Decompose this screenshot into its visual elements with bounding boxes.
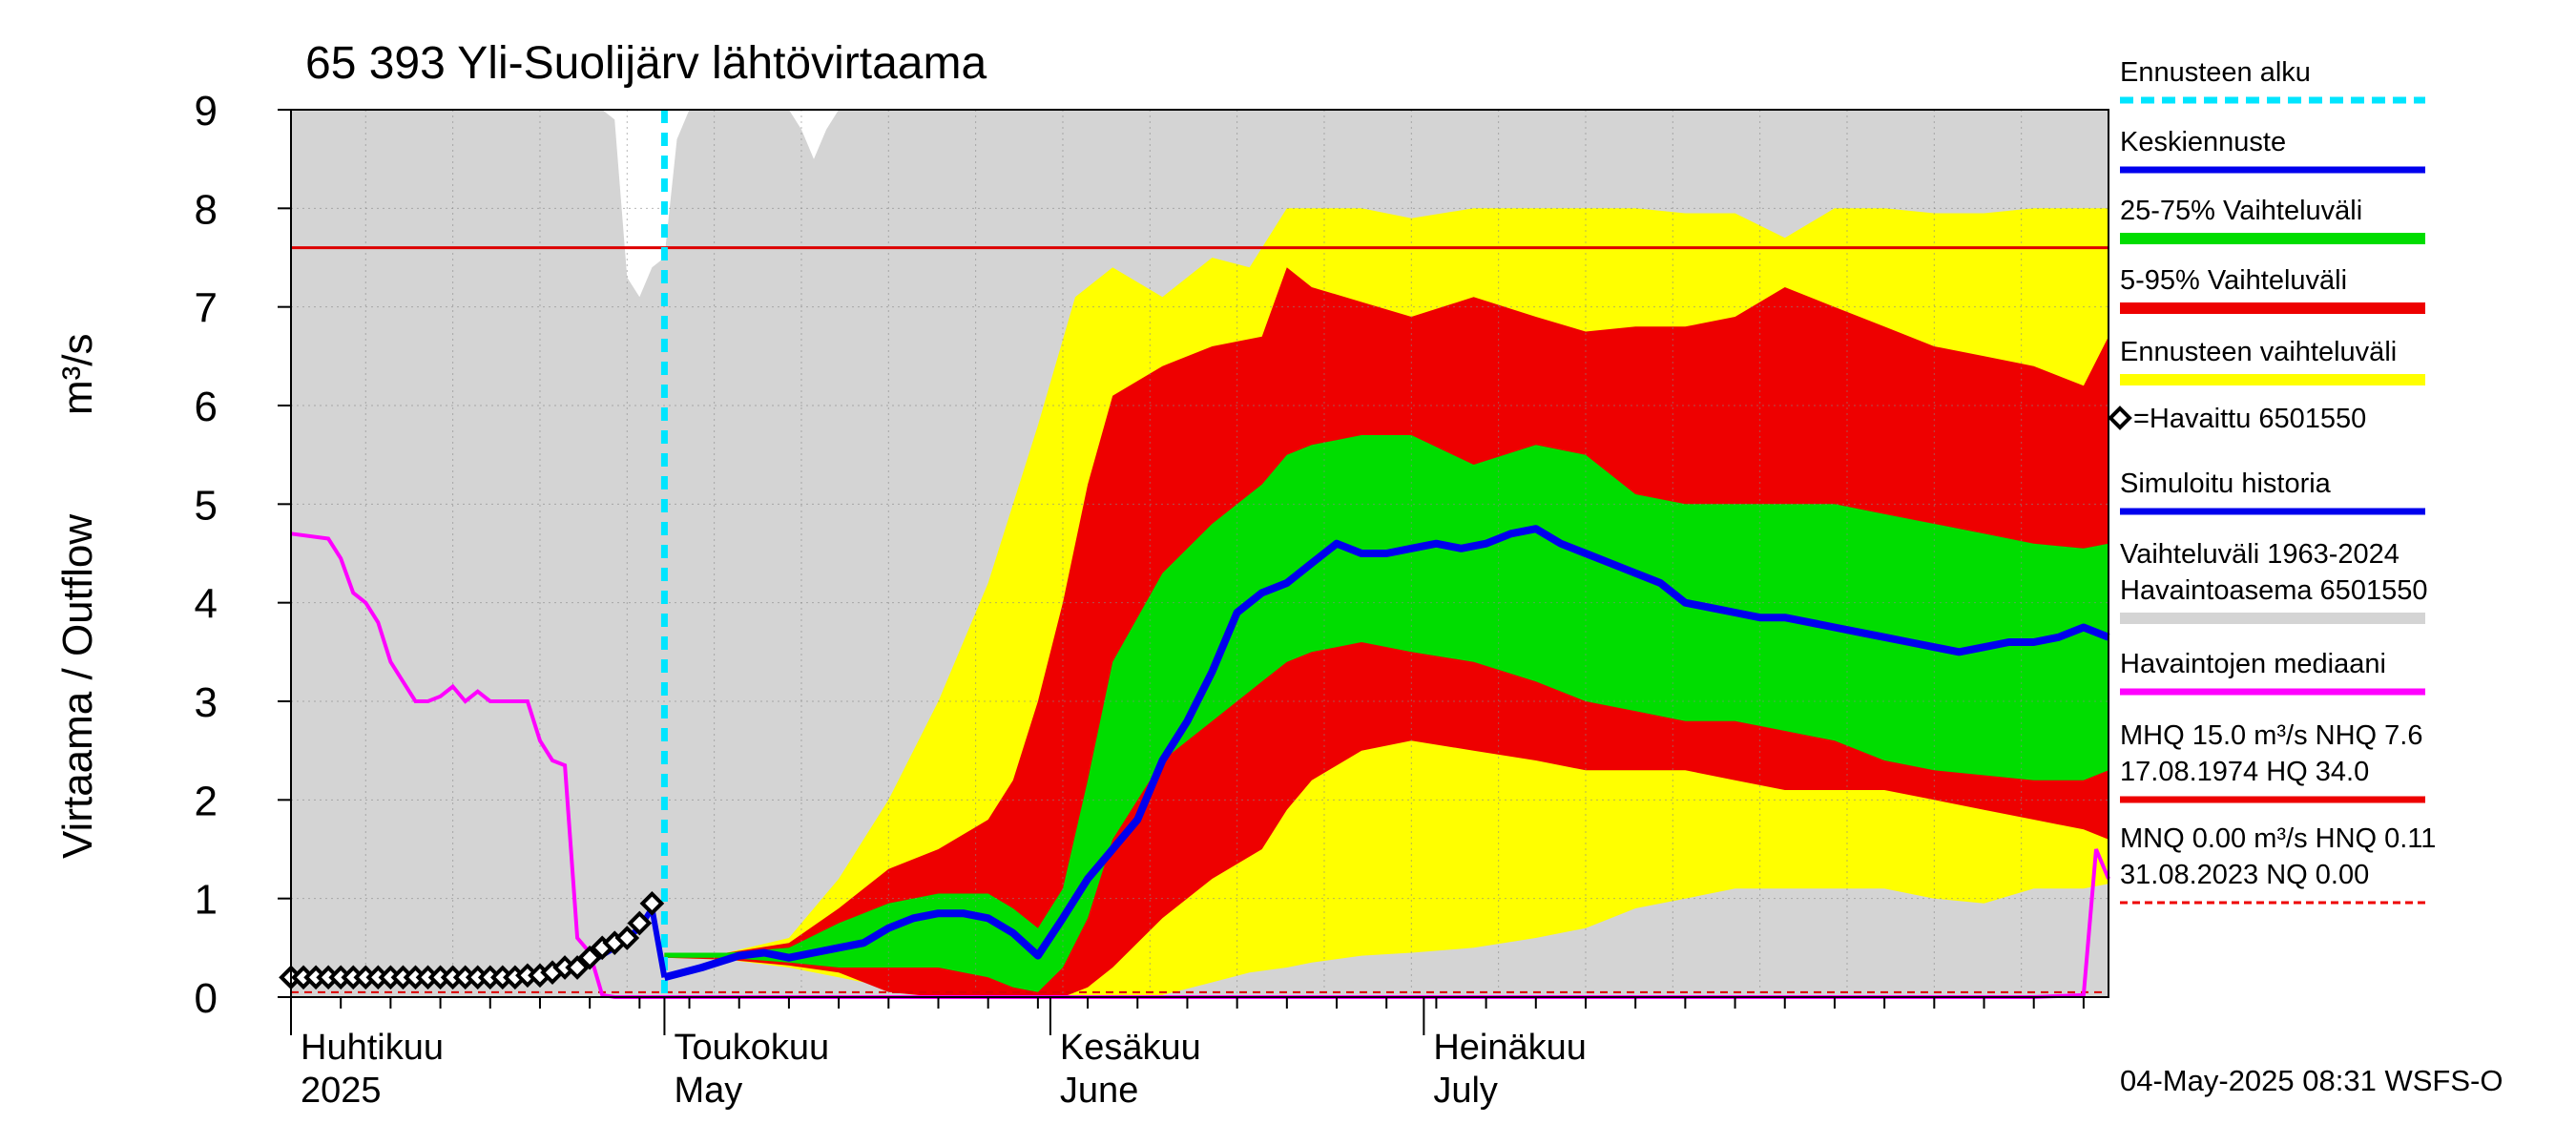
legend-swatch [2108,406,2132,430]
legend-label-2: Havaintoasema 6501550 [2120,575,2427,606]
y-tick-label: 1 [195,877,218,924]
x-month-label: Heinäkuu [1433,1028,1587,1068]
y-tick-label: 5 [195,482,218,529]
legend-label: Ennusteen alku [2120,57,2311,88]
footer-timestamp: 04-May-2025 08:31 WSFS-O [2120,1064,2503,1097]
legend-label: MNQ 0.00 m³/s HNQ 0.11 [2120,823,2436,854]
legend-label: 5-95% Vaihteluväli [2120,265,2347,296]
x-month-sublabel: July [1433,1071,1498,1111]
mean-forecast-line [663,525,2110,982]
plot-area [279,110,2110,999]
y-tick-label: 9 [195,88,218,135]
legend: Ennusteen alku Keskiennuste 25-75% Vaihtel… [2108,57,2436,905]
y-tick-label: 0 [195,975,218,1022]
legend-label: =Havaittu 6501550 [2133,404,2366,434]
x-month-label: Toukokuu [674,1028,829,1068]
y-axis-label: Virtaama / Outflow m³/s [54,333,101,859]
legend-label-2: 31.08.2023 NQ 0.00 [2120,860,2369,890]
x-month-sublabel: June [1060,1071,1138,1111]
legend-label: Simuloitu historia [2120,468,2332,499]
legend-label-2: 17.08.1974 HQ 34.0 [2120,757,2369,787]
y-tick-label: 3 [195,679,218,726]
y-axis-unit: m³/s [54,333,101,415]
legend-label: Vaihteluväli 1963-2024 [2120,539,2399,570]
legend-label: MHQ 15.0 m³/s NHQ 7.6 [2120,720,2422,751]
chart-title: 65 393 Yli-Suolijärv lähtövirtaama [305,38,987,89]
observed-point [565,955,590,980]
y-tick-label: 7 [195,285,218,332]
y-tick-label: 8 [195,186,218,233]
y-axis-title: Virtaama / Outflow [54,514,101,859]
observed-point [639,891,665,916]
x-month-label: Kesäkuu [1060,1028,1201,1068]
legend-label: Keskiennuste [2120,127,2286,157]
x-month-sublabel: May [674,1071,742,1111]
y-tick-label: 2 [195,778,218,824]
legend-label: Ennusteen vaihteluväli [2120,337,2397,367]
x-month-sublabel: 2025 [301,1071,382,1111]
legend-label: 25-75% Vaihteluväli [2120,196,2362,226]
observed-point [577,945,602,970]
observed-point [627,910,653,936]
legend-label: Havaintojen mediaani [2120,649,2386,679]
observed-point [614,926,640,950]
x-month-label: Huhtikuu [301,1028,444,1068]
y-tick-label: 6 [195,384,218,430]
plot-frame [290,109,2109,998]
y-tick-label: 4 [195,581,218,628]
band-25-75 [664,435,2109,992]
